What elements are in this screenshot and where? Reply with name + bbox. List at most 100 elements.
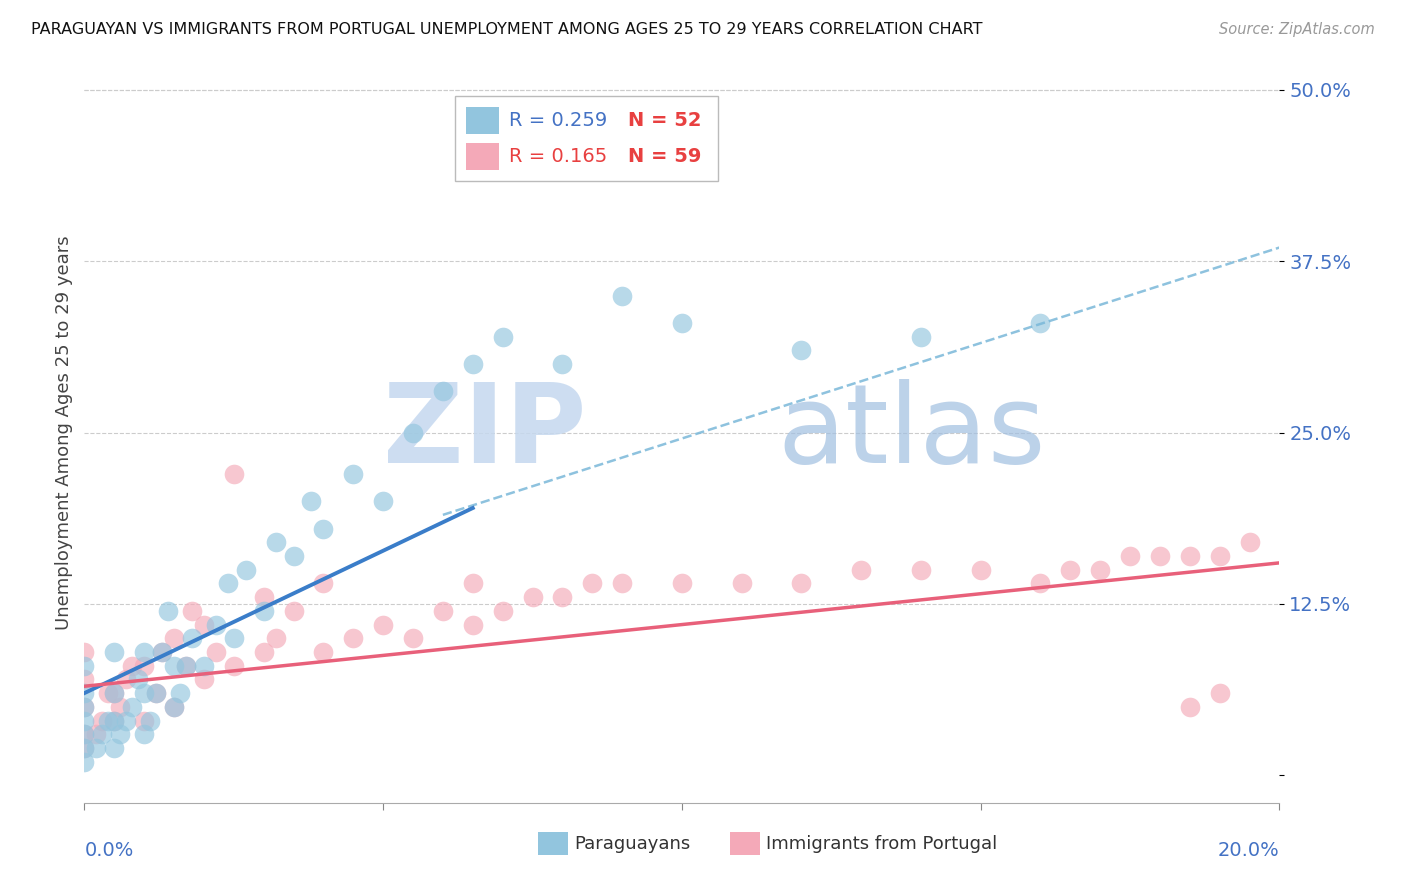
Point: [492, 329, 515, 343]
Point: [73, 727, 96, 741]
Text: N = 59: N = 59: [628, 147, 702, 166]
Point: [1178, 699, 1201, 714]
Point: [169, 686, 191, 700]
Point: [235, 563, 257, 577]
Point: [115, 673, 138, 687]
Point: [181, 632, 204, 646]
Point: [283, 604, 305, 618]
Point: [910, 329, 932, 343]
Point: [127, 673, 149, 687]
Point: [731, 576, 754, 591]
Point: [103, 686, 125, 700]
Point: [1029, 576, 1052, 591]
Point: [1239, 535, 1261, 549]
Text: atlas: atlas: [778, 379, 1046, 486]
Point: [73, 755, 96, 769]
Point: [103, 645, 125, 659]
Point: [73, 741, 96, 756]
Point: [73, 741, 96, 756]
Point: [193, 617, 215, 632]
Point: [551, 357, 574, 371]
Point: [73, 699, 96, 714]
Point: [174, 658, 197, 673]
Point: [910, 563, 932, 577]
Point: [373, 494, 395, 508]
Point: [222, 658, 245, 673]
Point: [73, 714, 96, 728]
Point: [671, 576, 693, 591]
Point: [73, 686, 96, 700]
Point: [103, 714, 125, 728]
Point: [139, 714, 162, 728]
Point: [193, 658, 215, 673]
Point: [174, 658, 197, 673]
Bar: [465, 107, 499, 134]
Point: [312, 576, 335, 591]
Point: [222, 632, 245, 646]
Point: [150, 645, 173, 659]
Point: [342, 632, 364, 646]
Point: [193, 673, 215, 687]
Point: [402, 632, 425, 646]
Point: [402, 425, 425, 440]
Point: [312, 645, 335, 659]
Point: [73, 645, 96, 659]
Point: [97, 686, 120, 700]
Point: [253, 604, 276, 618]
Text: R = 0.165: R = 0.165: [509, 147, 607, 166]
Point: [612, 576, 634, 591]
Point: [103, 686, 125, 700]
Bar: [538, 832, 568, 855]
Point: [790, 343, 813, 358]
Point: [1119, 549, 1142, 563]
Point: [132, 727, 156, 741]
Point: [301, 494, 323, 508]
Point: [432, 384, 454, 399]
Point: [612, 288, 634, 302]
Point: [103, 741, 125, 756]
Point: [121, 699, 143, 714]
Point: [851, 563, 873, 577]
Point: [461, 357, 484, 371]
Point: [73, 673, 96, 687]
Point: [312, 522, 335, 536]
Point: [103, 714, 125, 728]
Point: [1059, 563, 1081, 577]
Point: [222, 467, 245, 481]
Text: R = 0.259: R = 0.259: [509, 111, 607, 129]
Point: [97, 714, 120, 728]
Point: [342, 467, 364, 481]
Point: [132, 645, 156, 659]
Y-axis label: Unemployment Among Ages 25 to 29 years: Unemployment Among Ages 25 to 29 years: [55, 235, 73, 630]
Point: [73, 658, 96, 673]
Text: 0.0%: 0.0%: [84, 841, 134, 860]
Point: [91, 714, 114, 728]
Point: [86, 727, 108, 741]
Point: [1149, 549, 1171, 563]
Point: [132, 686, 156, 700]
Point: [581, 576, 603, 591]
Point: [205, 617, 228, 632]
Point: [73, 699, 96, 714]
Point: [253, 645, 276, 659]
Point: [1209, 549, 1232, 563]
Point: [121, 658, 143, 673]
Text: ZIP: ZIP: [382, 379, 586, 486]
Point: [790, 576, 813, 591]
Point: [432, 604, 454, 618]
Text: Paraguayans: Paraguayans: [575, 835, 690, 853]
Point: [264, 535, 287, 549]
Bar: [465, 143, 499, 169]
Text: N = 52: N = 52: [628, 111, 702, 129]
Point: [163, 658, 186, 673]
Point: [970, 563, 993, 577]
Point: [163, 699, 186, 714]
Point: [163, 632, 186, 646]
Point: [145, 686, 167, 700]
Point: [1090, 563, 1112, 577]
Text: Immigrants from Portugal: Immigrants from Portugal: [766, 835, 997, 853]
Point: [157, 604, 180, 618]
Point: [217, 576, 239, 591]
Point: [115, 714, 138, 728]
FancyBboxPatch shape: [456, 95, 718, 181]
